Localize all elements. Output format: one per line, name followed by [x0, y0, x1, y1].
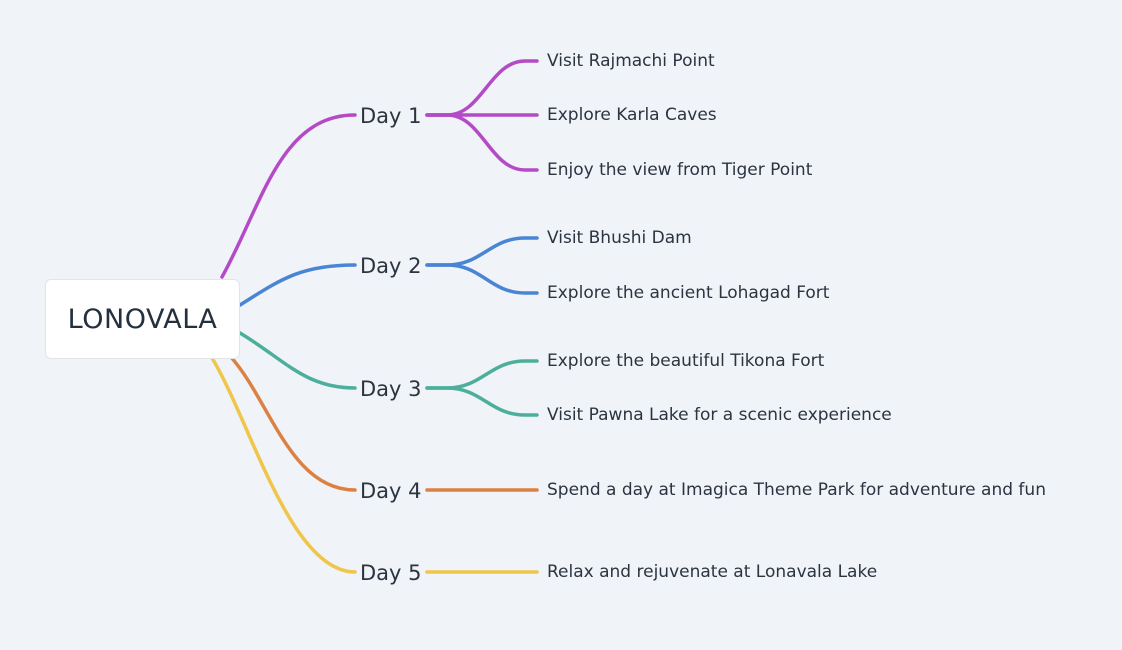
connector-day-2-leaf-2	[425, 263, 539, 295]
connector-day-1-leaf-3	[425, 113, 539, 172]
leaf-day3-2[interactable]: Visit Pawna Lake for a scenic experience	[547, 405, 892, 425]
leaf-day1-3[interactable]: Enjoy the view from Tiger Point	[547, 160, 813, 180]
branch-day-1[interactable]: Day 1	[360, 104, 422, 128]
branch-day-5[interactable]: Day 5	[360, 561, 422, 585]
root-label: LONOVALA	[67, 303, 218, 335]
connector-root-day-5	[210, 356, 357, 574]
leaf-day1-2[interactable]: Explore Karla Caves	[547, 105, 717, 125]
leaf-day2-1[interactable]: Visit Bhushi Dam	[547, 228, 692, 248]
connector-day-1-leaf-1	[425, 59, 539, 117]
root-node[interactable]: LONOVALA	[45, 279, 240, 359]
leaf-day4-1[interactable]: Spend a day at Imagica Theme Park for ad…	[547, 480, 1046, 500]
leaf-day5-1[interactable]: Relax and rejuvenate at Lonavala Lake	[547, 562, 878, 582]
connector-day-3-leaf-1	[425, 359, 539, 390]
leaf-day2-2[interactable]: Explore the ancient Lohagad Fort	[547, 283, 830, 303]
connector-root-day-4	[228, 354, 357, 492]
branch-day-2[interactable]: Day 2	[360, 254, 422, 278]
connector-root-day-1	[220, 113, 357, 279]
connector-day-3-leaf-2	[425, 386, 539, 417]
leaf-day3-1[interactable]: Explore the beautiful Tikona Fort	[547, 351, 825, 371]
branch-day-3[interactable]: Day 3	[360, 377, 422, 401]
branch-day-4[interactable]: Day 4	[360, 479, 422, 503]
connector-day-2-leaf-1	[425, 236, 539, 267]
leaf-day1-1[interactable]: Visit Rajmachi Point	[547, 51, 715, 71]
connector-root-day-2	[238, 263, 357, 307]
connector-root-day-3	[238, 331, 357, 390]
